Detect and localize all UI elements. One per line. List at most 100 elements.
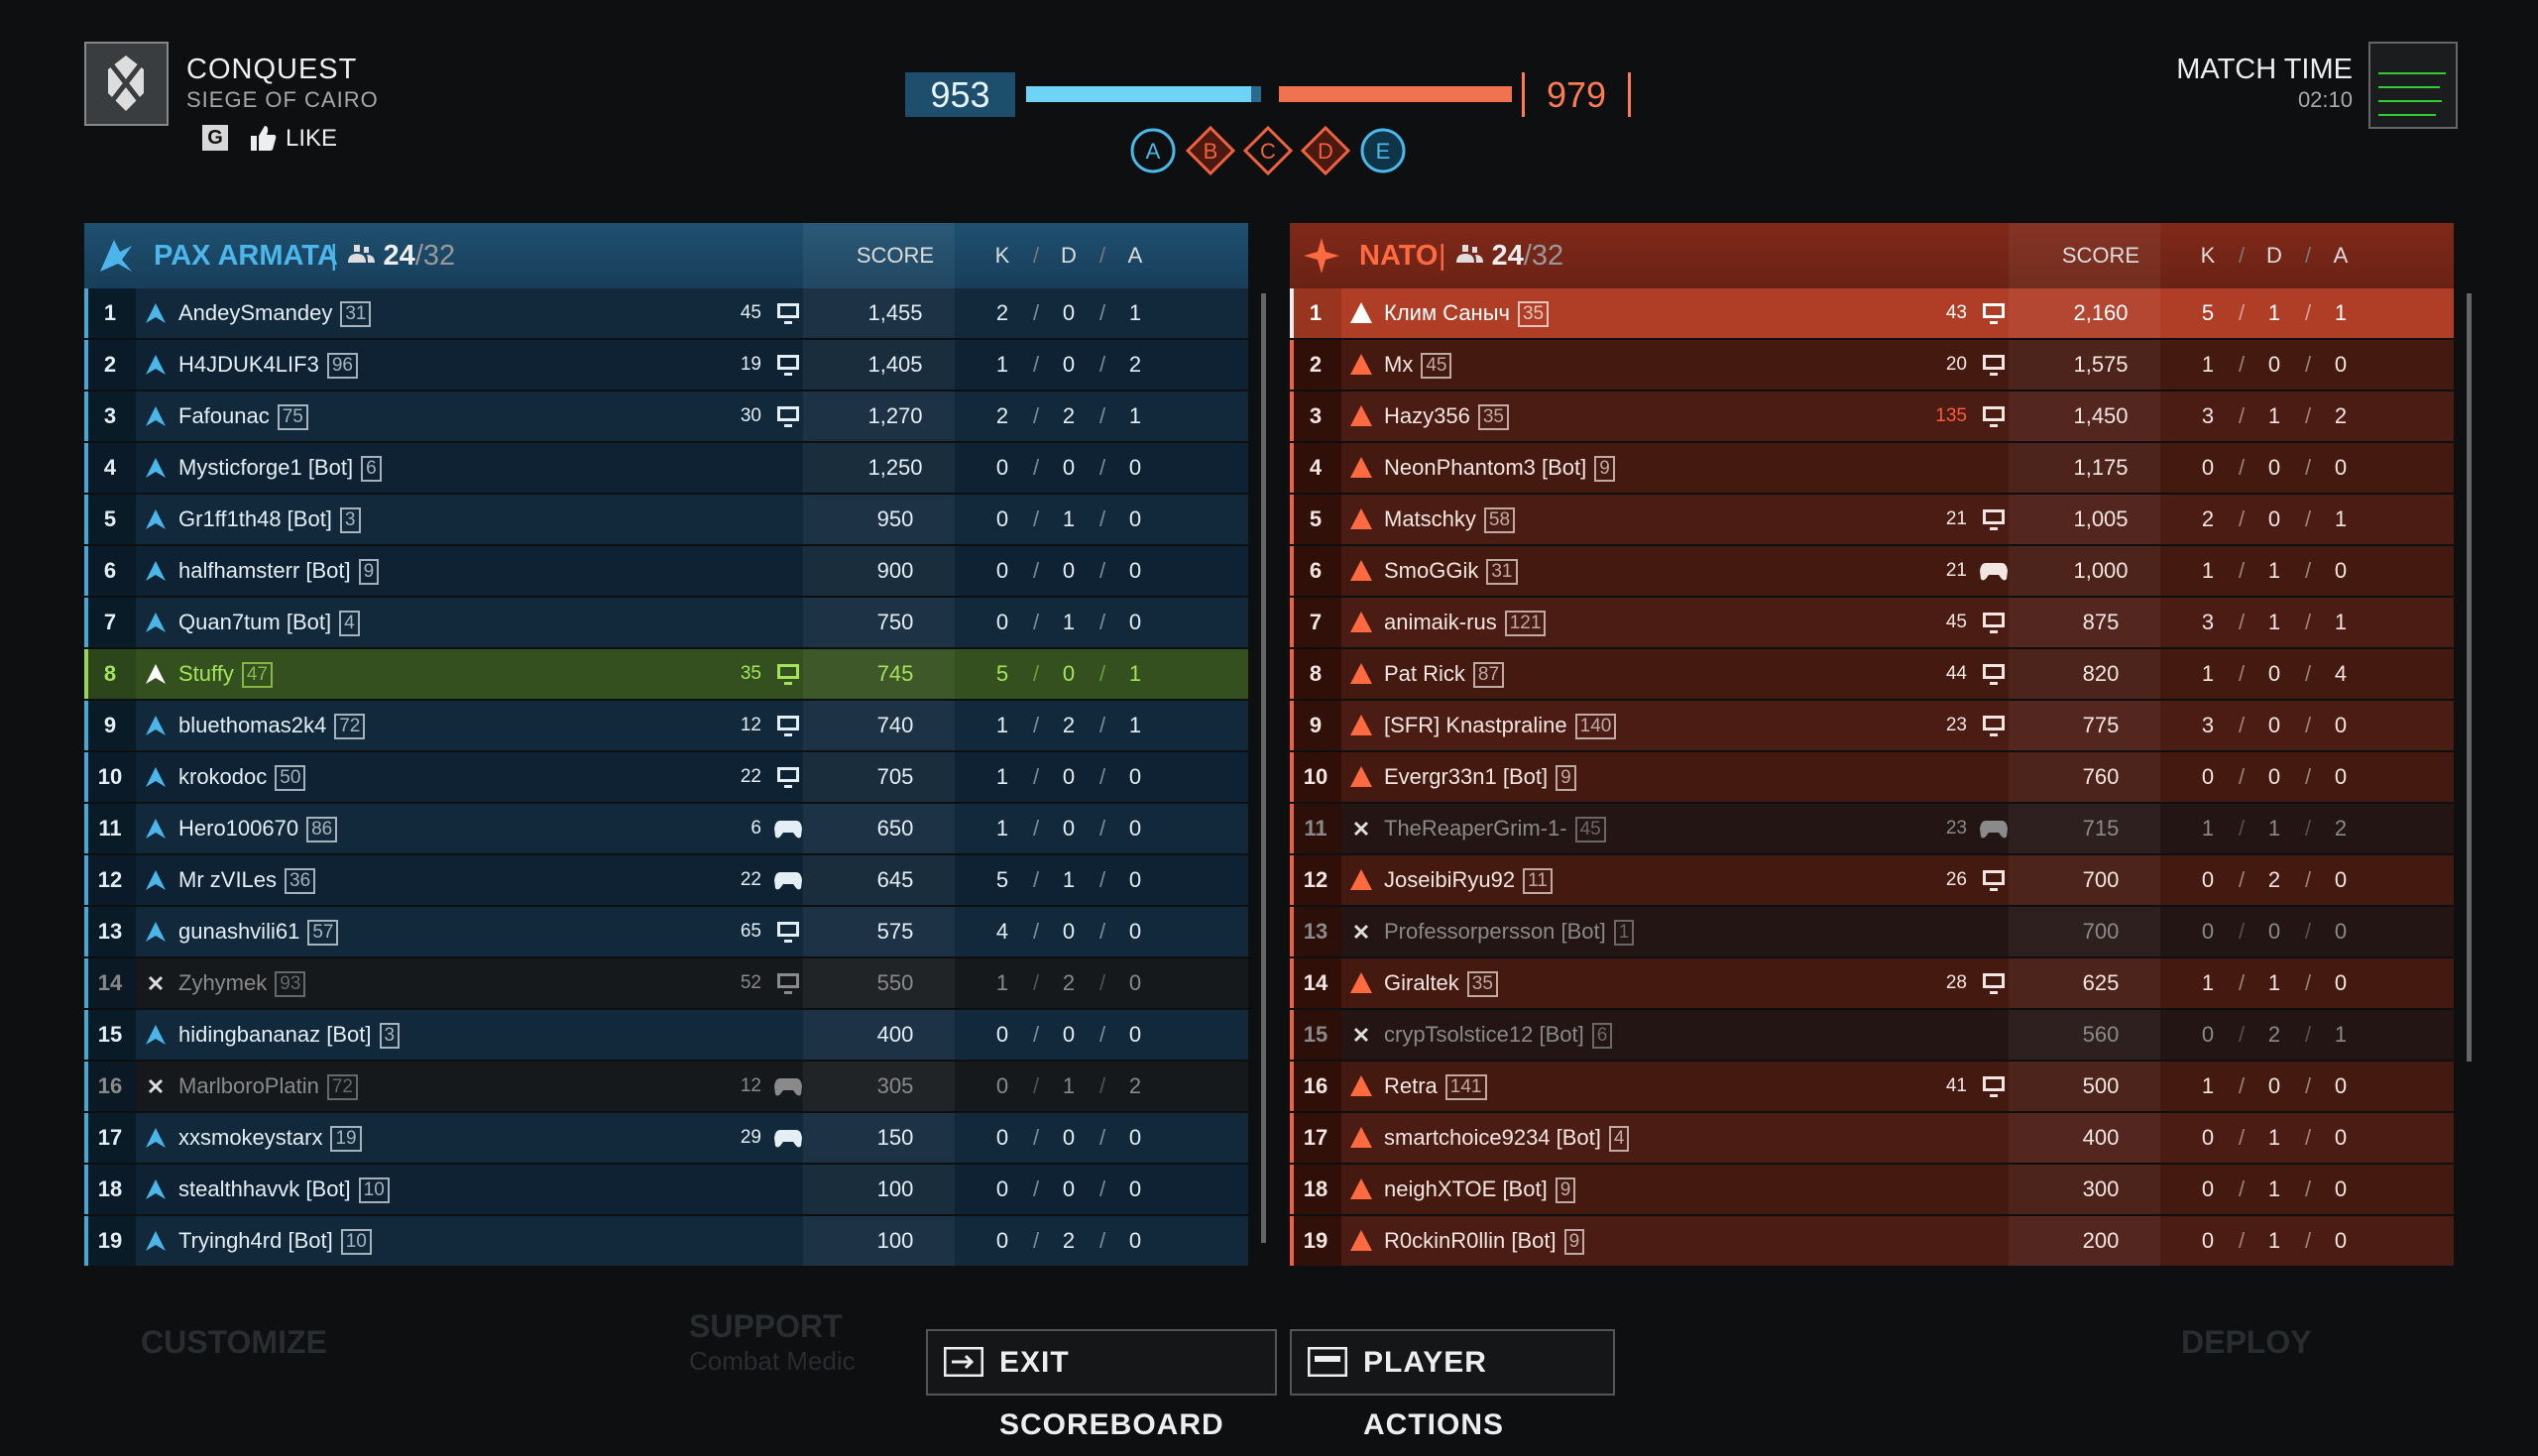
exit-scoreboard-button[interactable]: EXIT SCOREBOARD [926,1329,1277,1441]
level: 75 [277,404,308,431]
ping: 23 [1945,715,1967,735]
scrollbar[interactable] [2467,293,2472,1062]
ping: 21 [1945,508,1967,529]
score-band [2009,649,2160,699]
class-shape [146,303,166,323]
class-shape [146,716,166,735]
rank-cell [1290,288,1341,338]
assists: 4 [2334,661,2348,686]
separator: / [1032,352,1040,377]
platform-icon [777,664,799,685]
assists: 0 [1128,455,1142,480]
rank-cell [1290,907,1341,956]
class-icon [148,975,164,991]
class-icon [146,664,166,684]
name: Mr zVILes [178,867,278,892]
like-button[interactable]: LIKE [286,125,338,152]
assists: 0 [1128,764,1142,789]
level: 35 [1477,404,1509,431]
separator: / [2238,300,2246,325]
debug-graph [2378,72,2446,116]
score: 560 [2082,1022,2120,1047]
deaths: 0 [2267,661,2281,686]
kills: 1 [995,764,1009,789]
separator: / [2238,1073,2246,1098]
bg-text: CUSTOMIZE [141,1324,327,1360]
ping: 12 [740,1075,761,1096]
objective-label: B [1204,139,1218,164]
assists: 2 [1128,352,1142,377]
score: 700 [2082,919,2120,944]
score: 1,450 [2073,403,2129,428]
dead-icon [1353,821,1369,837]
deaths: 1 [2267,970,2281,995]
platform-icon [1983,1076,2005,1097]
scrollbar[interactable] [1261,293,1266,1243]
team-count: | 24/32 [1439,223,1563,288]
separator: / [1098,300,1106,325]
level: 45 [1574,817,1606,843]
player-name: xxsmokeystarx 19 [178,1113,362,1163]
score-band [803,1113,955,1163]
level: 10 [358,1177,390,1204]
rank: 1 [103,300,117,325]
player-row[interactable]: 13 Professorpersson [Bot] 1 700 0 / 0 / 0 1 [1290,907,2454,956]
class-icon [1353,924,1369,940]
class-shape [1350,354,1372,375]
separator: / [2238,610,2246,634]
player-actions-button[interactable]: PLAYER ACTIONS [1290,1329,1615,1441]
like-icon[interactable] [248,123,278,153]
name: AndeySmandey [178,300,333,325]
objectives: A B C D E [1130,125,1406,176]
score-band [803,598,955,647]
kills: 0 [995,455,1009,480]
separator: / [2238,713,2246,737]
pc-shape [777,303,799,324]
separator: / [1098,1228,1106,1253]
name: TheReaperGrim-1- [1384,816,1567,840]
ping: 20 [1945,354,1967,375]
kills: 0 [995,558,1009,583]
separator: / [1032,1073,1040,1098]
class-icon [1350,972,1372,993]
player-name: gunashvili61 57 [178,907,339,956]
divider: | [330,240,338,272]
